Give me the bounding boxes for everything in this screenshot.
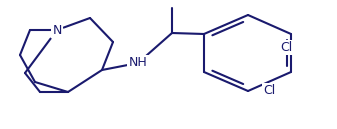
Text: N: N	[52, 23, 62, 37]
Text: Cl: Cl	[263, 84, 275, 98]
Text: Cl: Cl	[280, 41, 292, 54]
Text: NH: NH	[129, 57, 147, 70]
